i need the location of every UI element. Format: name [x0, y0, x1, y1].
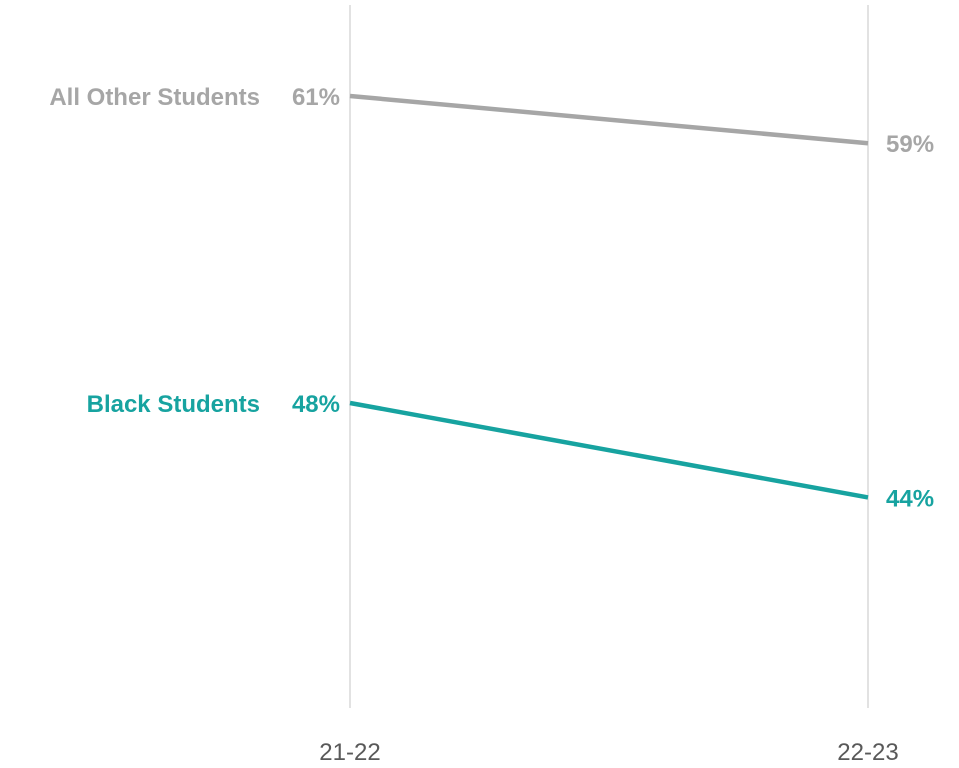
- series-line-black-students: [349, 400, 869, 500]
- x-tick-22-23: 22-23: [837, 739, 898, 766]
- series-lines: [349, 93, 869, 500]
- series-name-black-students: Black Students: [87, 391, 260, 418]
- data-labels: All Other Students 61% 59% Black Students 48…: [49, 84, 934, 512]
- gridlines: [349, 5, 869, 708]
- series-name-all-other-students: All Other Students: [49, 84, 260, 111]
- x-tick-21-22: 21-22: [319, 739, 380, 766]
- x-tick-labels: 21-22 22-23: [319, 739, 898, 766]
- series-line-all-other-students: [349, 93, 869, 146]
- value-label-black-students-21-22: 48%: [292, 391, 340, 418]
- value-label-black-students-22-23: 44%: [886, 485, 934, 512]
- value-label-all-other-students-21-22: 61%: [292, 84, 340, 111]
- value-label-all-other-students-22-23: 59%: [886, 131, 934, 158]
